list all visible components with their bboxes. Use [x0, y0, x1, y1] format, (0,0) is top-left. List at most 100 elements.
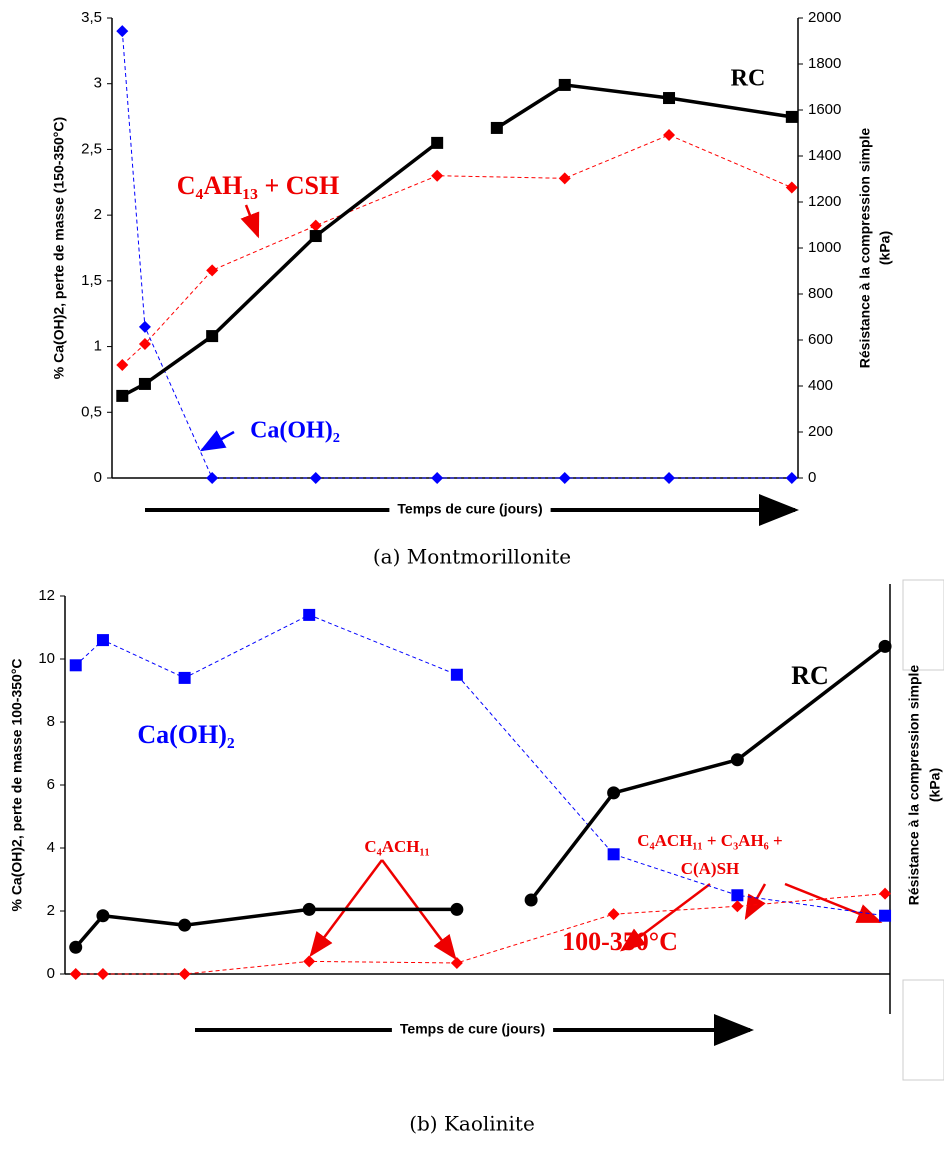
point	[206, 264, 219, 277]
point	[450, 956, 463, 969]
y-tick-label: 6	[47, 776, 55, 793]
point	[490, 121, 503, 134]
point	[731, 900, 744, 913]
point	[138, 377, 151, 390]
point	[96, 634, 109, 647]
annotation: C₄ACH₁₁ + C₃AH₆ +	[637, 831, 782, 850]
annotation: Ca(OH)₂	[137, 720, 235, 749]
y-tick-label: 3,5	[81, 9, 102, 26]
point	[309, 230, 322, 243]
y-tick-label: 2	[47, 902, 55, 919]
annotation: C(A)SH	[681, 859, 740, 878]
point	[878, 639, 892, 653]
y2-tick-label: 400	[808, 377, 833, 394]
y2-tick-label: 1000	[808, 239, 841, 256]
point	[309, 472, 322, 484]
y2-axis-label: (kPa)	[877, 231, 893, 265]
y-tick-label: 0	[94, 469, 102, 486]
point	[450, 668, 463, 681]
point	[138, 320, 151, 333]
point	[663, 128, 676, 141]
y-tick-label: 4	[47, 839, 55, 856]
y2-tick-label: 800	[808, 285, 833, 302]
annotation: 100-350°C	[562, 927, 678, 956]
y-tick-label: 12	[38, 587, 55, 604]
point	[303, 608, 316, 621]
point	[431, 136, 444, 149]
point	[96, 968, 109, 980]
point	[69, 968, 82, 980]
point	[785, 181, 798, 194]
y-tick-label: 3	[94, 75, 102, 92]
point	[785, 472, 798, 484]
point	[206, 472, 219, 484]
caption: (a) Montmorillonite	[373, 545, 571, 569]
annotation-arrows	[199, 204, 883, 961]
series-line	[121, 31, 792, 479]
point	[116, 25, 129, 38]
point	[731, 889, 744, 902]
y2-tick-label: 600	[808, 331, 833, 348]
series-line	[74, 645, 887, 949]
point	[431, 472, 444, 484]
point	[69, 659, 82, 672]
series-line	[121, 83, 793, 398]
annotation: RC	[731, 66, 766, 92]
point	[96, 909, 110, 923]
point	[138, 337, 151, 350]
point	[69, 940, 83, 954]
point	[663, 472, 676, 484]
point	[558, 472, 571, 484]
y-tick-label: 10	[38, 650, 55, 667]
point	[730, 753, 744, 767]
y2-axis-label: Résistance à la compression simple	[857, 128, 873, 369]
y2-tick-label: 1800	[808, 55, 841, 72]
y2-tick-label: 1200	[808, 193, 841, 210]
frame-box	[902, 579, 944, 671]
point	[302, 902, 316, 916]
point	[607, 908, 620, 921]
point	[879, 887, 892, 900]
y-tick-label: 2,5	[81, 140, 102, 157]
y2-tick-label: 200	[808, 423, 833, 440]
y-tick-label: 0,5	[81, 403, 102, 420]
y2-axis-label: (kPa)	[927, 768, 943, 802]
point	[663, 92, 676, 105]
y2-tick-label: 1400	[808, 147, 841, 164]
x-axis-label: Temps de cure (jours)	[397, 501, 542, 517]
y-tick-label: 2	[94, 206, 102, 223]
point	[558, 78, 571, 91]
point	[178, 968, 191, 980]
x-axis-label: Temps de cure (jours)	[400, 1021, 545, 1037]
point	[607, 786, 621, 800]
point	[178, 671, 191, 684]
annotation: C₄ACH₁₁	[364, 837, 429, 856]
annotation: Ca(OH)₂	[250, 418, 340, 444]
point	[309, 219, 322, 232]
point	[178, 918, 192, 932]
annotation: RC	[791, 661, 829, 690]
y2-tick-label: 1600	[808, 101, 841, 118]
point	[607, 848, 620, 861]
frame-box	[902, 979, 944, 1081]
series-line	[121, 134, 793, 366]
point	[785, 110, 798, 123]
point	[116, 358, 129, 371]
y-tick-label: 8	[47, 713, 55, 730]
y-axis-label: % Ca(OH)2, perte de masse 100-350°C	[9, 658, 25, 911]
point	[116, 389, 129, 402]
point	[558, 172, 571, 185]
point	[206, 330, 219, 343]
point	[303, 955, 316, 968]
y2-axis-label: Résistance à la compression simple	[906, 665, 922, 906]
series-line	[75, 893, 886, 975]
y-tick-label: 1,5	[81, 272, 102, 289]
y-tick-label: 0	[47, 965, 55, 982]
y-axis-label: % Ca(OH)2, perte de masse (150-350°C)	[51, 117, 67, 379]
point	[879, 909, 892, 922]
y-tick-label: 1	[94, 338, 102, 355]
y2-tick-label: 2000	[808, 9, 841, 26]
point	[431, 169, 444, 182]
caption: (b) Kaolinite	[409, 1112, 535, 1136]
